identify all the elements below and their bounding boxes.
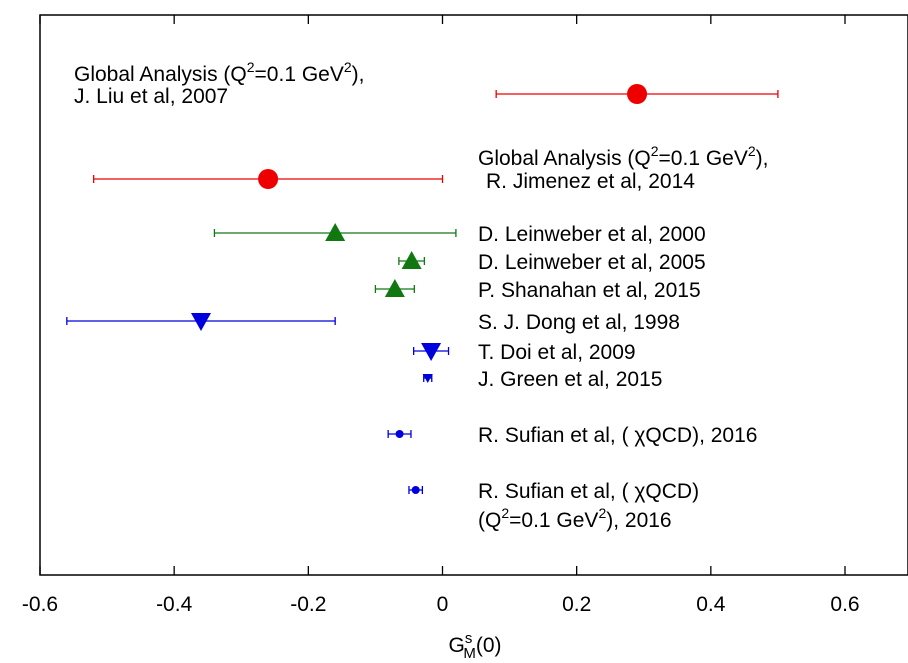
x-tick-label: -0.6 — [22, 593, 58, 616]
data-point-1 — [495, 84, 779, 104]
data-point-9 — [387, 430, 412, 438]
point-label-10: R. Sufian et al, ( χQCD) — [478, 480, 699, 503]
data-point-2 — [93, 169, 444, 189]
data-point-10 — [408, 486, 424, 494]
point-label-2-line2: R. Jimenez et al, 2014 — [486, 170, 695, 193]
point-label-9: R. Sufian et al, ( χQCD), 2016 — [478, 424, 757, 447]
data-point-3 — [213, 223, 457, 241]
point-label-1-line2: J. Liu et al, 2007 — [74, 85, 228, 108]
plot-frame — [39, 14, 908, 576]
data-marker — [422, 374, 433, 383]
point-labels: Global Analysis (Q2=0.1 GeV2),J. Liu et … — [74, 59, 768, 532]
data-marker — [325, 223, 346, 241]
x-axis-title: Gs M(0) — [448, 630, 501, 662]
data-point-6 — [66, 313, 336, 331]
x-tick-label: -0.4 — [156, 593, 193, 616]
point-label-7: T. Doi et al, 2009 — [478, 341, 636, 364]
point-label-6: S. J. Dong et al, 1998 — [478, 311, 680, 334]
data-marker — [411, 486, 420, 494]
x-tick-label: -0.2 — [290, 593, 326, 616]
x-tick-label: 0.4 — [696, 593, 726, 616]
point-label-5: P. Shanahan et al, 2015 — [478, 279, 701, 302]
data-marker — [191, 313, 211, 331]
x-tick-label: 0.6 — [830, 593, 859, 616]
x-axis: -0.6 -0.4 -0.2 0 0.2 0.4 0.6 — [22, 15, 860, 616]
x-tick-label: 0.2 — [562, 593, 591, 616]
data-marker — [258, 169, 279, 189]
data-point-8 — [422, 374, 433, 383]
point-label-10-line2: (Q2=0.1 GeV2), 2016 — [478, 505, 672, 532]
point-label-8: J. Green et al, 2015 — [478, 368, 662, 391]
point-label-4: D. Leinweber et al, 2005 — [478, 251, 706, 274]
data-marker — [395, 430, 404, 438]
data-marker — [627, 84, 648, 104]
data-point-4 — [398, 251, 426, 269]
data-marker — [384, 279, 405, 297]
point-label-3: D. Leinweber et al, 2000 — [478, 223, 706, 246]
point-label-2: Global Analysis (Q2=0.1 GeV2), — [478, 143, 768, 170]
point-label-1: Global Analysis (Q2=0.1 GeV2), — [74, 59, 364, 86]
data-point-7 — [413, 343, 450, 361]
data-point-5 — [374, 279, 415, 297]
data-marker — [421, 343, 442, 361]
x-tick-label: 0 — [437, 593, 449, 616]
data-marker — [401, 251, 422, 269]
data-series — [66, 84, 779, 494]
